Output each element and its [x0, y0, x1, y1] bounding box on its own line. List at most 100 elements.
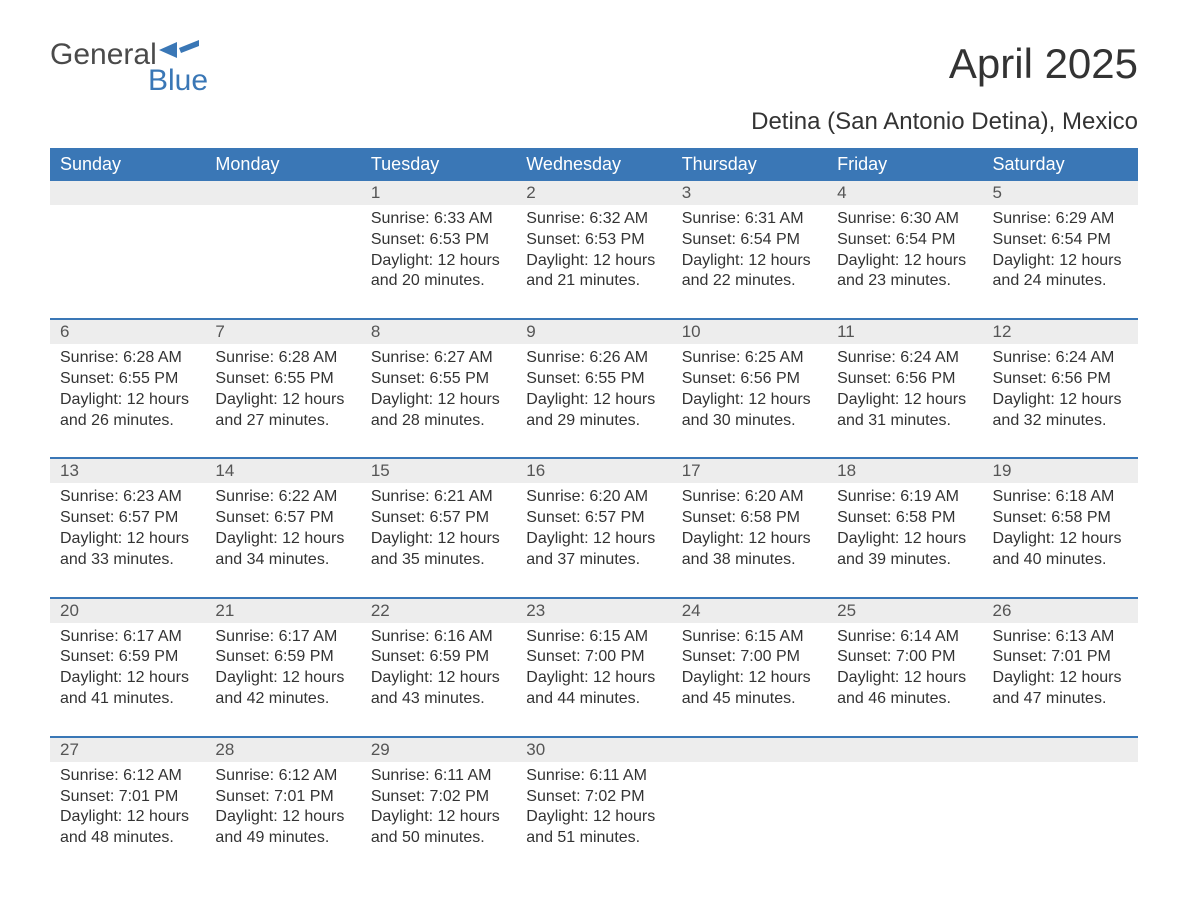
sunset-line: Sunset: 7:02 PM	[526, 787, 661, 808]
sunset-line: Sunset: 7:01 PM	[993, 647, 1128, 668]
day-number: 2	[516, 181, 671, 205]
sunrise-line: Sunrise: 6:15 AM	[526, 627, 661, 648]
col-friday: Friday	[827, 148, 982, 181]
day-number: 11	[827, 320, 982, 344]
day-number	[827, 738, 982, 762]
daylight-line: Daylight: 12 hours and 29 minutes.	[526, 390, 661, 432]
sunset-line: Sunset: 6:55 PM	[60, 369, 195, 390]
day-number: 29	[361, 738, 516, 762]
calendar-week-row: 27Sunrise: 6:12 AMSunset: 7:01 PMDayligh…	[50, 737, 1138, 875]
day-number: 15	[361, 459, 516, 483]
daylight-line: Daylight: 12 hours and 44 minutes.	[526, 668, 661, 710]
day-number: 3	[672, 181, 827, 205]
calendar-cell: 16Sunrise: 6:20 AMSunset: 6:57 PMDayligh…	[516, 458, 671, 597]
daylight-line: Daylight: 12 hours and 49 minutes.	[215, 807, 350, 849]
day-body: Sunrise: 6:19 AMSunset: 6:58 PMDaylight:…	[827, 483, 982, 596]
sunset-line: Sunset: 6:56 PM	[682, 369, 817, 390]
day-body: Sunrise: 6:22 AMSunset: 6:57 PMDaylight:…	[205, 483, 360, 596]
daylight-line: Daylight: 12 hours and 48 minutes.	[60, 807, 195, 849]
day-body: Sunrise: 6:21 AMSunset: 6:57 PMDaylight:…	[361, 483, 516, 596]
daylight-line: Daylight: 12 hours and 21 minutes.	[526, 251, 661, 293]
day-body	[672, 762, 827, 862]
day-body: Sunrise: 6:12 AMSunset: 7:01 PMDaylight:…	[50, 762, 205, 875]
sunset-line: Sunset: 6:55 PM	[215, 369, 350, 390]
calendar-cell: 7Sunrise: 6:28 AMSunset: 6:55 PMDaylight…	[205, 319, 360, 458]
day-body: Sunrise: 6:17 AMSunset: 6:59 PMDaylight:…	[205, 623, 360, 736]
col-sunday: Sunday	[50, 148, 205, 181]
daylight-line: Daylight: 12 hours and 38 minutes.	[682, 529, 817, 571]
calendar-cell: 22Sunrise: 6:16 AMSunset: 6:59 PMDayligh…	[361, 598, 516, 737]
calendar-cell: 8Sunrise: 6:27 AMSunset: 6:55 PMDaylight…	[361, 319, 516, 458]
calendar-cell: 27Sunrise: 6:12 AMSunset: 7:01 PMDayligh…	[50, 737, 205, 875]
calendar-week-row: 20Sunrise: 6:17 AMSunset: 6:59 PMDayligh…	[50, 598, 1138, 737]
day-number: 21	[205, 599, 360, 623]
day-number: 6	[50, 320, 205, 344]
calendar-cell	[983, 737, 1138, 875]
day-body	[205, 205, 360, 305]
daylight-line: Daylight: 12 hours and 26 minutes.	[60, 390, 195, 432]
daylight-line: Daylight: 12 hours and 46 minutes.	[837, 668, 972, 710]
sunset-line: Sunset: 6:58 PM	[993, 508, 1128, 529]
calendar-cell: 3Sunrise: 6:31 AMSunset: 6:54 PMDaylight…	[672, 181, 827, 319]
daylight-line: Daylight: 12 hours and 27 minutes.	[215, 390, 350, 432]
calendar-cell: 24Sunrise: 6:15 AMSunset: 7:00 PMDayligh…	[672, 598, 827, 737]
sunrise-line: Sunrise: 6:31 AM	[682, 209, 817, 230]
calendar-cell: 17Sunrise: 6:20 AMSunset: 6:58 PMDayligh…	[672, 458, 827, 597]
day-number: 7	[205, 320, 360, 344]
sunset-line: Sunset: 7:02 PM	[371, 787, 506, 808]
day-number: 13	[50, 459, 205, 483]
logo-word1: General	[50, 40, 157, 70]
page-title: April 2025	[751, 40, 1138, 88]
sunset-line: Sunset: 6:59 PM	[215, 647, 350, 668]
col-wednesday: Wednesday	[516, 148, 671, 181]
day-body: Sunrise: 6:12 AMSunset: 7:01 PMDaylight:…	[205, 762, 360, 875]
day-body: Sunrise: 6:18 AMSunset: 6:58 PMDaylight:…	[983, 483, 1138, 596]
calendar-cell: 26Sunrise: 6:13 AMSunset: 7:01 PMDayligh…	[983, 598, 1138, 737]
calendar-week-row: 1Sunrise: 6:33 AMSunset: 6:53 PMDaylight…	[50, 181, 1138, 319]
daylight-line: Daylight: 12 hours and 35 minutes.	[371, 529, 506, 571]
sunrise-line: Sunrise: 6:20 AM	[526, 487, 661, 508]
calendar-cell: 6Sunrise: 6:28 AMSunset: 6:55 PMDaylight…	[50, 319, 205, 458]
calendar-cell: 19Sunrise: 6:18 AMSunset: 6:58 PMDayligh…	[983, 458, 1138, 597]
calendar-cell: 25Sunrise: 6:14 AMSunset: 7:00 PMDayligh…	[827, 598, 982, 737]
day-number: 20	[50, 599, 205, 623]
day-body: Sunrise: 6:28 AMSunset: 6:55 PMDaylight:…	[205, 344, 360, 457]
daylight-line: Daylight: 12 hours and 45 minutes.	[682, 668, 817, 710]
location-label: Detina (San Antonio Detina), Mexico	[751, 108, 1138, 136]
col-tuesday: Tuesday	[361, 148, 516, 181]
daylight-line: Daylight: 12 hours and 50 minutes.	[371, 807, 506, 849]
daylight-line: Daylight: 12 hours and 40 minutes.	[993, 529, 1128, 571]
calendar-week-row: 6Sunrise: 6:28 AMSunset: 6:55 PMDaylight…	[50, 319, 1138, 458]
sunrise-line: Sunrise: 6:21 AM	[371, 487, 506, 508]
day-body: Sunrise: 6:24 AMSunset: 6:56 PMDaylight:…	[827, 344, 982, 457]
sunrise-line: Sunrise: 6:11 AM	[526, 766, 661, 787]
day-number: 25	[827, 599, 982, 623]
calendar-cell: 13Sunrise: 6:23 AMSunset: 6:57 PMDayligh…	[50, 458, 205, 597]
sunset-line: Sunset: 6:54 PM	[993, 230, 1128, 251]
day-body: Sunrise: 6:20 AMSunset: 6:58 PMDaylight:…	[672, 483, 827, 596]
calendar-cell: 11Sunrise: 6:24 AMSunset: 6:56 PMDayligh…	[827, 319, 982, 458]
sunrise-line: Sunrise: 6:12 AM	[60, 766, 195, 787]
calendar-cell: 28Sunrise: 6:12 AMSunset: 7:01 PMDayligh…	[205, 737, 360, 875]
calendar-cell	[672, 737, 827, 875]
sunset-line: Sunset: 6:58 PM	[837, 508, 972, 529]
day-number: 10	[672, 320, 827, 344]
day-body: Sunrise: 6:28 AMSunset: 6:55 PMDaylight:…	[50, 344, 205, 457]
sunrise-line: Sunrise: 6:18 AM	[993, 487, 1128, 508]
calendar-cell: 2Sunrise: 6:32 AMSunset: 6:53 PMDaylight…	[516, 181, 671, 319]
day-number: 23	[516, 599, 671, 623]
sunrise-line: Sunrise: 6:11 AM	[371, 766, 506, 787]
sunrise-line: Sunrise: 6:24 AM	[993, 348, 1128, 369]
day-number	[205, 181, 360, 205]
daylight-line: Daylight: 12 hours and 23 minutes.	[837, 251, 972, 293]
sunrise-line: Sunrise: 6:16 AM	[371, 627, 506, 648]
sunrise-line: Sunrise: 6:28 AM	[215, 348, 350, 369]
sunrise-line: Sunrise: 6:17 AM	[60, 627, 195, 648]
daylight-line: Daylight: 12 hours and 39 minutes.	[837, 529, 972, 571]
day-body: Sunrise: 6:11 AMSunset: 7:02 PMDaylight:…	[516, 762, 671, 875]
day-number: 16	[516, 459, 671, 483]
sunset-line: Sunset: 6:54 PM	[682, 230, 817, 251]
daylight-line: Daylight: 12 hours and 47 minutes.	[993, 668, 1128, 710]
day-body: Sunrise: 6:26 AMSunset: 6:55 PMDaylight:…	[516, 344, 671, 457]
calendar-cell: 23Sunrise: 6:15 AMSunset: 7:00 PMDayligh…	[516, 598, 671, 737]
